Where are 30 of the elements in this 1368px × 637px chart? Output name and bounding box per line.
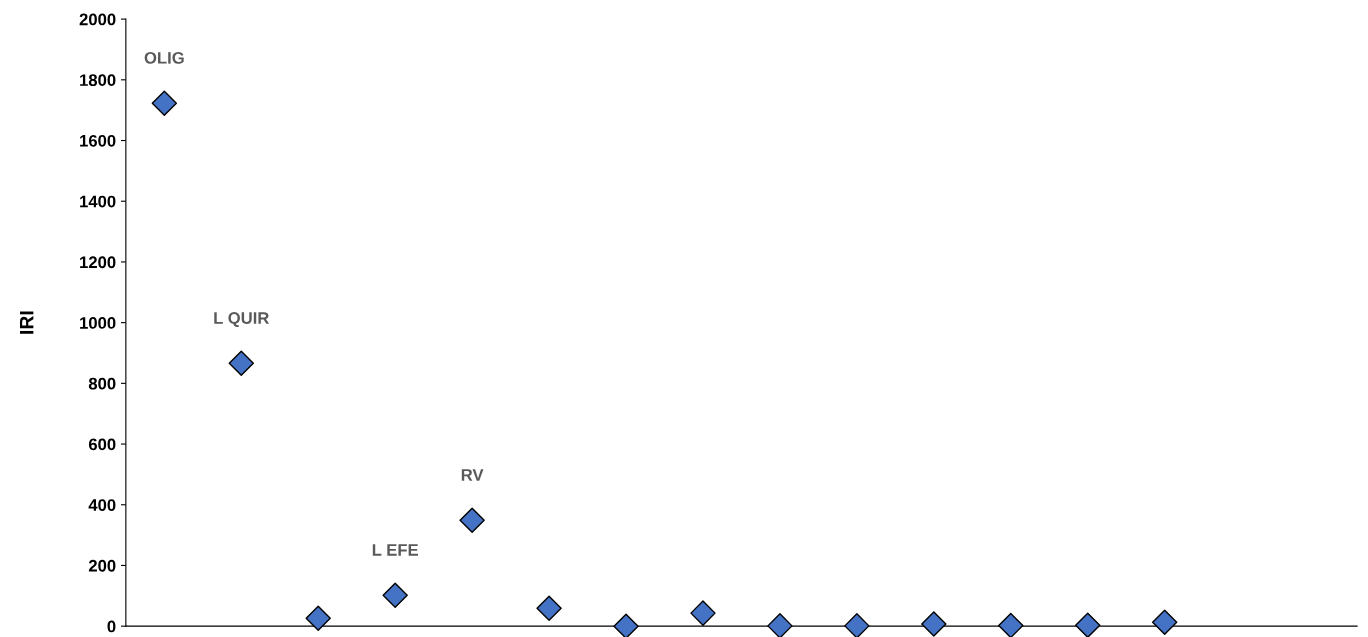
point — [767, 613, 793, 637]
y-tick-label: 1800 — [80, 74, 116, 87]
point — [921, 611, 947, 637]
y-tick-label: 1400 — [80, 195, 116, 208]
point — [228, 350, 255, 377]
point — [1151, 609, 1178, 635]
point — [459, 507, 485, 533]
point — [151, 90, 178, 116]
y-tick-label: 600 — [88, 438, 116, 451]
point — [536, 595, 562, 621]
y-tick-label: 1600 — [80, 134, 116, 147]
point — [690, 600, 716, 626]
annotation: RV — [461, 469, 484, 481]
y-tick-label: 1200 — [80, 256, 116, 269]
annotation: OLIG — [144, 51, 184, 64]
point — [613, 613, 639, 637]
annotation: L EFE — [372, 544, 418, 556]
point — [305, 605, 331, 632]
y-tick-label: 400 — [88, 499, 116, 511]
point — [998, 612, 1024, 637]
point — [382, 582, 408, 608]
annotation: L QUIR — [214, 312, 270, 328]
y-tick-label: 0 — [107, 620, 116, 633]
y-tick-label: 2000 — [79, 13, 116, 26]
point — [844, 613, 870, 637]
y-tick-label: 200 — [88, 559, 116, 572]
point — [1075, 612, 1101, 637]
y-tick-label: 1000 — [80, 317, 116, 329]
y-tick-label: 800 — [88, 377, 116, 390]
y-axis-title: IRI — [19, 311, 34, 334]
